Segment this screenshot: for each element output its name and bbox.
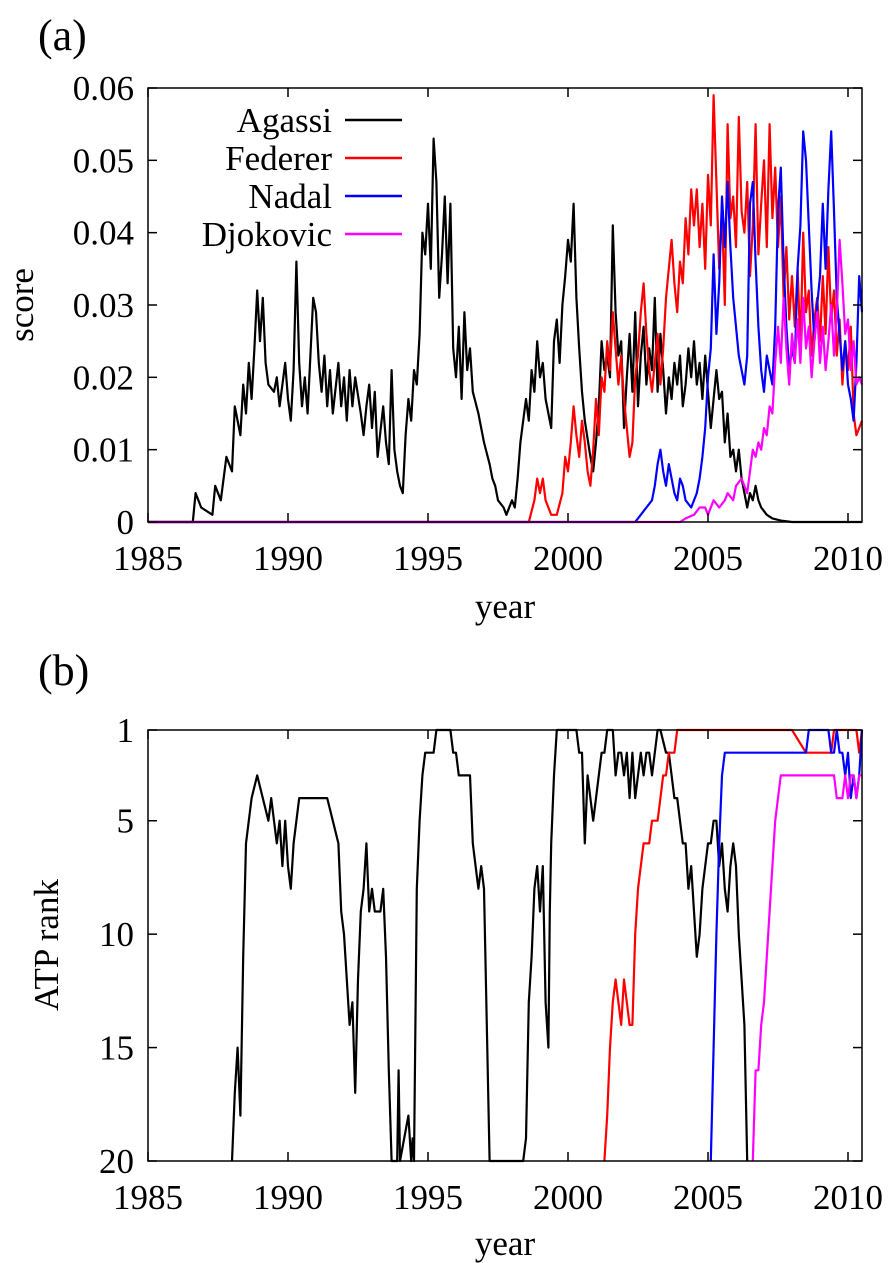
panel-b-x-tick-label: 2005: [673, 1178, 743, 1217]
panel-a-series-group: [148, 94, 864, 524]
panel-a-y-tick-label: 0.01: [73, 431, 134, 470]
panel-a-y-tick-label: 0: [117, 503, 135, 542]
panel-b-y-tick-label: 10: [99, 915, 134, 954]
panel-a-series-agassi: [148, 137, 862, 524]
panel-a-x-tick-label: 2010: [813, 539, 883, 578]
panel-b-y-axis-label: ATP rank: [27, 879, 66, 1011]
panel-a-label: (a): [38, 11, 87, 60]
panel-a-x-tick-label: 1995: [393, 539, 463, 578]
panel-b-y-tick-label: 15: [99, 1029, 134, 1068]
panel-a-x-axis: 1985 1990 1995 2000 2005 2010: [113, 88, 883, 578]
panel-a-series-djokovic: [148, 238, 864, 524]
panel-a-y-tick-label: 0.02: [73, 358, 134, 397]
panel-b-series-djokovic: [751, 774, 862, 1162]
panel-a-series-nadal: [148, 130, 864, 524]
panel-a-series-federer: [148, 94, 864, 524]
panel-b-x-axis-label: year: [475, 1224, 536, 1263]
panel-b-x-tick-label: 1995: [393, 1178, 463, 1217]
legend-label-djokovic: Djokovic: [202, 215, 332, 254]
legend-label-agassi: Agassi: [237, 101, 333, 140]
panel-b-x-tick-label: 2010: [813, 1178, 883, 1217]
panel-a-y-tick-label: 0.06: [73, 69, 134, 108]
panel-a-y-axis-label: score: [2, 268, 41, 342]
legend-label-federer: Federer: [225, 139, 332, 178]
panel-b-y-tick-label: 20: [99, 1142, 134, 1181]
panel-a-x-tick-label: 1990: [253, 539, 323, 578]
panel-a-x-tick-label: 2000: [533, 539, 603, 578]
panel-b-y-tick-label: 1: [117, 711, 135, 750]
panel-b-x-tick-label: 2000: [533, 1178, 603, 1217]
panel-b-series-nadal: [709, 728, 864, 1162]
panel-a-x-tick-label: 1985: [113, 539, 183, 578]
panel-a-x-axis-label: year: [475, 587, 536, 626]
panel-a-y-axis: 0 0.01 0.02 0.03 0.04 0.05 0.06: [73, 69, 862, 542]
panel-b-x-axis: 1985 1990 1995 2000 2005 2010: [113, 730, 883, 1217]
panel-b-series-agassi: [230, 728, 749, 1163]
panel-a-y-tick-label: 0.04: [73, 214, 134, 253]
panel-a-y-tick-label: 0.03: [73, 286, 134, 325]
panel-b-series-federer: [603, 728, 864, 1162]
panel-b-series-group: [230, 728, 864, 1163]
panel-a-x-tick-label: 2005: [673, 539, 743, 578]
panel-b-label: (b): [38, 646, 89, 695]
panel-a-y-tick-label: 0.05: [73, 141, 134, 180]
panel-a-score-chart: (a) 1985 1990 1995 2000 2005 2010 0 0.01 0.02 0.…: [2, 11, 883, 626]
panel-b-x-tick-label: 1990: [253, 1178, 323, 1217]
panel-b-y-tick-label: 5: [117, 802, 135, 841]
legend-label-nadal: Nadal: [248, 177, 332, 216]
panel-b-x-tick-label: 1985: [113, 1178, 183, 1217]
panel-b-plot-frame: [147, 729, 863, 1162]
